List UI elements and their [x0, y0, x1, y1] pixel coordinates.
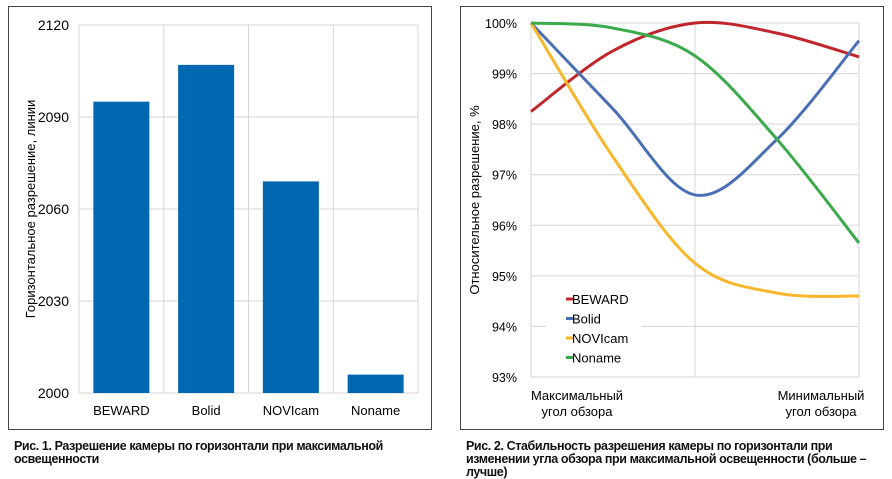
bar-bolid [178, 64, 235, 393]
legend-label: NOVIcam [572, 331, 628, 346]
legend-label: BEWARD [572, 292, 629, 307]
y-tick-label: 2120 [38, 17, 69, 33]
x-tick-label: Noname [351, 403, 400, 418]
y-tick-label: 2090 [38, 109, 69, 125]
bar-noname [347, 374, 404, 393]
x-tick-label: NOVIcam [263, 403, 319, 418]
legend-background [546, 283, 642, 368]
x-tick-label: BEWARD [93, 403, 150, 418]
legend-label: Bolid [572, 312, 601, 327]
y-tick-label: 93% [492, 371, 517, 385]
y-tick-label: 100% [485, 17, 517, 31]
bar-chart-caption: Рис. 1. Разрешение камеры по горизонтали… [14, 439, 383, 466]
bar-novicam [262, 181, 319, 393]
y-axis-title: Относительное разрешение, % [467, 105, 482, 295]
line-chart-caption: Рис. 2. Стабильность разрешения камеры п… [466, 439, 867, 479]
y-tick-label: 2060 [38, 201, 69, 217]
y-tick-label: 2000 [38, 385, 69, 401]
x-axis-label: Максимальный [531, 388, 623, 403]
y-tick-label: 97% [492, 169, 517, 183]
y-tick-label: 96% [492, 219, 517, 233]
y-tick-label: 98% [492, 118, 517, 132]
y-axis-title: Горизонтальное разрешение, линии [23, 100, 38, 319]
y-tick-label: 94% [492, 320, 517, 334]
series-line-noname [530, 21, 861, 244]
legend-label: Noname [572, 351, 621, 366]
series-line-bolid [529, 21, 861, 197]
y-tick-label: 2030 [38, 293, 69, 309]
bar-chart: 2000 2030 2060 2090 2120 BEWARD Bolid NOVIcam No… [23, 17, 419, 418]
series-line-novicam [529, 22, 860, 298]
bar-beward [93, 101, 150, 394]
series-line-beward [530, 20, 860, 113]
x-tick-label: Bolid [192, 403, 221, 418]
y-tick-label: 95% [492, 270, 517, 284]
x-axis-label: угол обзора [542, 404, 614, 419]
x-axis-label: Минимальный [778, 388, 865, 403]
y-tick-label: 99% [492, 68, 517, 82]
line-chart: 93% 94% 95% 96% 97% 98% 99% 100% BEWARD Bolid NOVI… [467, 17, 865, 419]
x-axis-label: угол обзора [786, 404, 858, 419]
